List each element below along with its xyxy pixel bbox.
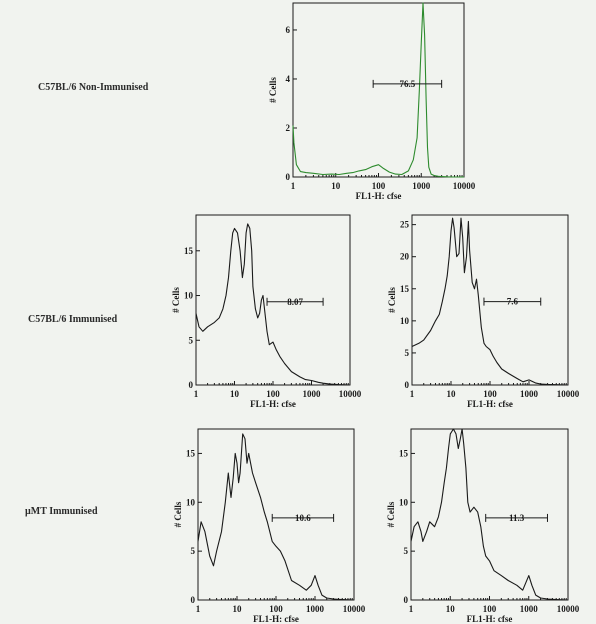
x-tick-label: 100 xyxy=(266,389,280,399)
gate-percentage-label: 10.6 xyxy=(295,513,311,523)
y-tick-label: 4 xyxy=(286,74,291,84)
y-tick-label: 0 xyxy=(405,380,410,390)
plot-frame xyxy=(410,428,569,601)
plot-frame xyxy=(292,2,465,178)
y-tick-label: 10 xyxy=(399,497,409,507)
y-tick-label: 15 xyxy=(184,246,194,256)
gate-percentage-label: 76.5 xyxy=(400,79,416,89)
histogram-panel-5: 1 10 100 1000 10000 0 5 10 15 FL1-H: cfse # Cells 1… xyxy=(386,428,580,624)
histogram-series-line xyxy=(292,2,464,178)
y-tick-label: 10 xyxy=(186,497,196,507)
y-tick-label: 5 xyxy=(404,546,409,556)
x-tick-label: 100 xyxy=(483,604,497,614)
plot-frame xyxy=(197,428,355,601)
x-tick-label: 1 xyxy=(410,389,415,399)
x-tick-label: 1000 xyxy=(306,604,325,614)
x-tick-label: 1 xyxy=(291,181,296,191)
x-tick-label: 10 xyxy=(233,604,243,614)
histogram-panel-4: 1 10 100 1000 10000 0 5 10 15 FL1-H: cfse # Cells 1… xyxy=(173,428,366,624)
y-tick-label: 0 xyxy=(191,595,196,605)
gate-percentage-label: 7.6 xyxy=(507,297,519,307)
x-tick-label: 1000 xyxy=(520,604,539,614)
y-tick-label: 25 xyxy=(400,220,410,230)
x-axis-label: FL1-H: cfse xyxy=(250,399,296,409)
y-axis-label: # Cells xyxy=(173,501,183,527)
x-tick-label: 10 xyxy=(446,604,456,614)
y-axis-label: # Cells xyxy=(387,287,397,313)
y-tick-label: 10 xyxy=(184,291,194,301)
histogram-panel-3: 1 10 100 1000 10000 0 5 10 15 20 25 FL1-H: cfse # Ce… xyxy=(387,214,580,409)
x-axis-label: FL1-H: cfse xyxy=(253,614,299,624)
row-label-non-immunised: C57BL/6 Non-Immunised xyxy=(38,82,149,93)
row-label-umt-immunised: µMT Immunised xyxy=(25,506,98,517)
x-tick-label: 10000 xyxy=(453,181,476,191)
y-tick-label: 0 xyxy=(404,595,409,605)
y-tick-label: 6 xyxy=(286,25,291,35)
plot-frame xyxy=(195,214,351,386)
x-tick-label: 1 xyxy=(194,389,199,399)
x-tick-label: 1 xyxy=(409,604,414,614)
x-tick-label: 100 xyxy=(483,389,497,399)
x-tick-label: 100 xyxy=(269,604,283,614)
plot-frame xyxy=(411,214,569,386)
gate-percentage-label: 8.07 xyxy=(287,297,303,307)
histogram-series-line xyxy=(411,217,569,386)
x-tick-label: 10 xyxy=(230,389,240,399)
y-tick-label: 15 xyxy=(186,448,196,458)
x-tick-label: 1 xyxy=(196,604,201,614)
y-axis-label: # Cells xyxy=(386,501,396,527)
x-tick-label: 100 xyxy=(372,181,386,191)
y-tick-label: 5 xyxy=(189,335,194,345)
x-tick-label: 10000 xyxy=(343,604,366,614)
y-tick-label: 20 xyxy=(400,252,410,262)
x-tick-label: 10000 xyxy=(557,604,580,614)
histogram-series-line xyxy=(197,433,355,601)
y-tick-label: 5 xyxy=(191,546,196,556)
y-tick-label: 2 xyxy=(286,123,291,133)
histogram-series-line xyxy=(195,223,351,386)
y-axis-label: # Cells xyxy=(171,287,181,313)
x-tick-label: 10000 xyxy=(339,389,362,399)
x-tick-label: 1000 xyxy=(520,389,539,399)
x-tick-label: 1000 xyxy=(303,389,322,399)
y-tick-label: 0 xyxy=(286,172,291,182)
y-tick-label: 15 xyxy=(400,284,410,294)
row-label-c57-immunised: C57BL/6 Immunised xyxy=(28,314,118,325)
y-tick-label: 0 xyxy=(189,380,194,390)
histogram-panel-2: 1 10 100 1000 10000 0 5 10 15 FL1-H: cfse # Cells 8… xyxy=(171,214,362,409)
histogram-series-line xyxy=(410,428,569,601)
x-tick-label: 10 xyxy=(331,181,341,191)
x-tick-label: 1000 xyxy=(412,181,431,191)
x-axis-label: FL1-H: cfse xyxy=(467,614,513,624)
x-tick-label: 10 xyxy=(447,389,457,399)
x-axis-label: FL1-H: cfse xyxy=(356,191,402,201)
y-tick-label: 5 xyxy=(405,348,410,358)
x-tick-label: 10000 xyxy=(557,389,580,399)
histogram-panel-1: 1 10 100 1000 10000 0 2 4 6 FL1-H: cfse # Cells 76.… xyxy=(268,2,476,201)
gate-percentage-label: 11.3 xyxy=(509,513,525,523)
y-axis-label: # Cells xyxy=(268,77,278,103)
y-tick-label: 15 xyxy=(399,448,409,458)
y-tick-label: 10 xyxy=(400,316,410,326)
x-axis-label: FL1-H: cfse xyxy=(467,399,513,409)
